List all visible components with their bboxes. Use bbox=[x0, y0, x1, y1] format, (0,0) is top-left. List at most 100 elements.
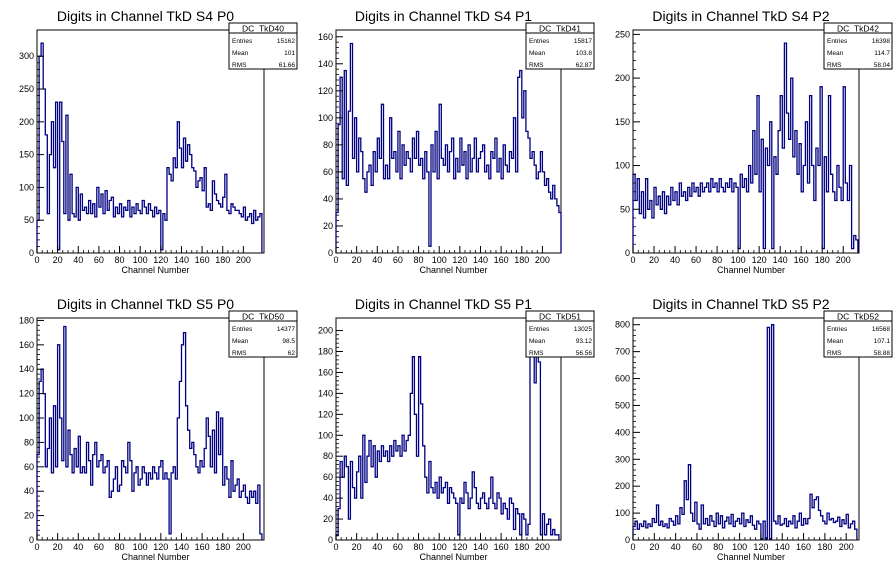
stats-box-frame bbox=[823, 22, 893, 70]
y-tick-label: 180 bbox=[19, 315, 34, 325]
stats-box-frame bbox=[525, 22, 595, 70]
x-tick-label: 180 bbox=[817, 542, 832, 552]
stats-row-value: 103.8 bbox=[576, 50, 593, 57]
stats-box: DC_TkD50 Entries 14377 Mean 98.5 RMS 62 bbox=[228, 310, 298, 358]
y-tick-label: 250 bbox=[615, 29, 630, 39]
y-tick-label: 140 bbox=[318, 388, 333, 398]
stats-row-value: 58.88 bbox=[874, 350, 891, 357]
x-tick-label: 80 bbox=[713, 542, 723, 552]
y-tick-label: 500 bbox=[615, 400, 630, 410]
y-tick-label: 20 bbox=[323, 221, 333, 231]
histogram-line bbox=[36, 42, 263, 253]
y-tick-label: 0 bbox=[625, 248, 630, 258]
histogram-line bbox=[335, 319, 560, 540]
stats-row-label: Entries bbox=[529, 38, 550, 45]
y-tick-label: 100 bbox=[318, 430, 333, 440]
x-tick-label: 200 bbox=[236, 255, 251, 265]
panel-tkd52: Digits in Channel TkD S5 P2 0 20 40 60 80 100 1… bbox=[615, 296, 893, 562]
y-tick-label: 80 bbox=[24, 437, 34, 447]
y-tick-label: 60 bbox=[323, 472, 333, 482]
x-tick-label: 160 bbox=[796, 542, 811, 552]
stats-row-value: 16568 bbox=[872, 326, 890, 333]
x-tick-label: 80 bbox=[414, 255, 424, 265]
stats-row-value: 107.1 bbox=[874, 338, 891, 345]
stats-row-value: 62.87 bbox=[576, 62, 593, 69]
x-tick-label: 180 bbox=[815, 255, 830, 265]
y-tick-label: 700 bbox=[615, 347, 630, 357]
y-tick-label: 300 bbox=[19, 51, 34, 61]
histogram-line bbox=[632, 324, 858, 540]
stats-box-name: DC_TkD42 bbox=[837, 24, 879, 34]
histogram-line bbox=[632, 42, 859, 253]
x-tick-label: 80 bbox=[712, 255, 722, 265]
y-tick-label: 0 bbox=[328, 248, 333, 258]
y-tick-label: 40 bbox=[323, 194, 333, 204]
stats-row-value: 16398 bbox=[872, 38, 890, 45]
x-tick-label: 60 bbox=[393, 542, 403, 552]
stats-row-label: Entries bbox=[827, 326, 848, 333]
stats-row-value: 56.56 bbox=[576, 350, 593, 357]
x-tick-label: 80 bbox=[115, 255, 125, 265]
x-tick-label: 180 bbox=[514, 255, 529, 265]
y-tick-label: 100 bbox=[19, 413, 34, 423]
y-tick-label: 200 bbox=[615, 481, 630, 491]
x-tick-label: 140 bbox=[174, 255, 189, 265]
y-tick-label: 600 bbox=[615, 374, 630, 384]
stats-box-name: DC_TkD52 bbox=[837, 312, 879, 322]
x-tick-label: 100 bbox=[133, 542, 148, 552]
y-tick-label: 120 bbox=[318, 86, 333, 96]
stats-box-frame bbox=[525, 310, 595, 358]
y-tick-label: 120 bbox=[318, 409, 333, 419]
y-tick-label: 80 bbox=[323, 451, 333, 461]
stats-box-frame bbox=[228, 310, 298, 358]
y-tick-label: 180 bbox=[318, 347, 333, 357]
panel-tkd40: Digits in Channel TkD S4 P0 0 20 40 60 80 100 1… bbox=[19, 8, 298, 275]
stats-row-label: RMS bbox=[827, 350, 842, 357]
x-tick-label: 0 bbox=[333, 255, 338, 265]
y-tick-label: 250 bbox=[19, 84, 34, 94]
y-tick-label: 60 bbox=[323, 167, 333, 177]
stats-box: DC_TkD52 Entries 16568 Mean 107.1 RMS 58.88 bbox=[823, 310, 893, 358]
x-tick-label: 40 bbox=[670, 255, 680, 265]
y-tick-label: 150 bbox=[615, 117, 630, 127]
x-tick-label: 100 bbox=[133, 255, 148, 265]
stats-row-value: 14377 bbox=[277, 326, 295, 333]
stats-row-value: 61.66 bbox=[279, 62, 296, 69]
x-tick-label: 100 bbox=[732, 542, 747, 552]
stats-row-value: 15817 bbox=[574, 38, 592, 45]
x-tick-label: 160 bbox=[195, 542, 210, 552]
stats-row-label: Mean bbox=[827, 50, 844, 57]
x-tick-label: 160 bbox=[195, 255, 210, 265]
stats-box: DC_TkD41 Entries 15817 Mean 103.8 RMS 62.87 bbox=[525, 22, 595, 70]
plot-frame bbox=[335, 317, 562, 541]
x-tick-label: 60 bbox=[692, 542, 702, 552]
x-tick-label: 160 bbox=[494, 255, 509, 265]
panel-tkd51: Digits in Channel TkD S5 P1 0 20 40 60 80 100 1… bbox=[318, 296, 595, 562]
x-tick-label: 20 bbox=[53, 255, 63, 265]
x-tick-label: 200 bbox=[236, 542, 251, 552]
plot-frame bbox=[335, 29, 562, 254]
y-tick-label: 20 bbox=[24, 511, 34, 521]
stats-row-label: RMS bbox=[232, 350, 247, 357]
x-tick-label: 160 bbox=[794, 255, 809, 265]
x-tick-label: 40 bbox=[372, 255, 382, 265]
y-tick-label: 100 bbox=[615, 508, 630, 518]
x-tick-label: 160 bbox=[494, 542, 509, 552]
x-axis-label: Channel Number bbox=[419, 552, 487, 562]
x-tick-label: 140 bbox=[775, 542, 790, 552]
stats-row-label: RMS bbox=[827, 62, 842, 69]
x-tick-label: 120 bbox=[753, 542, 768, 552]
x-tick-label: 60 bbox=[691, 255, 701, 265]
stats-row-value: 98.5 bbox=[282, 338, 295, 345]
chart-title: Digits in Channel TkD S4 P1 bbox=[355, 8, 532, 24]
stats-box-name: DC_TkD41 bbox=[539, 24, 581, 34]
chart-title: Digits in Channel TkD S4 P2 bbox=[652, 8, 829, 24]
x-tick-label: 100 bbox=[432, 542, 447, 552]
stats-box-frame bbox=[228, 22, 298, 70]
x-tick-label: 40 bbox=[73, 542, 83, 552]
stats-row-label: RMS bbox=[232, 62, 247, 69]
x-tick-label: 120 bbox=[153, 255, 168, 265]
y-tick-label: 160 bbox=[318, 32, 333, 42]
x-tick-label: 200 bbox=[836, 255, 851, 265]
x-tick-label: 0 bbox=[630, 542, 635, 552]
